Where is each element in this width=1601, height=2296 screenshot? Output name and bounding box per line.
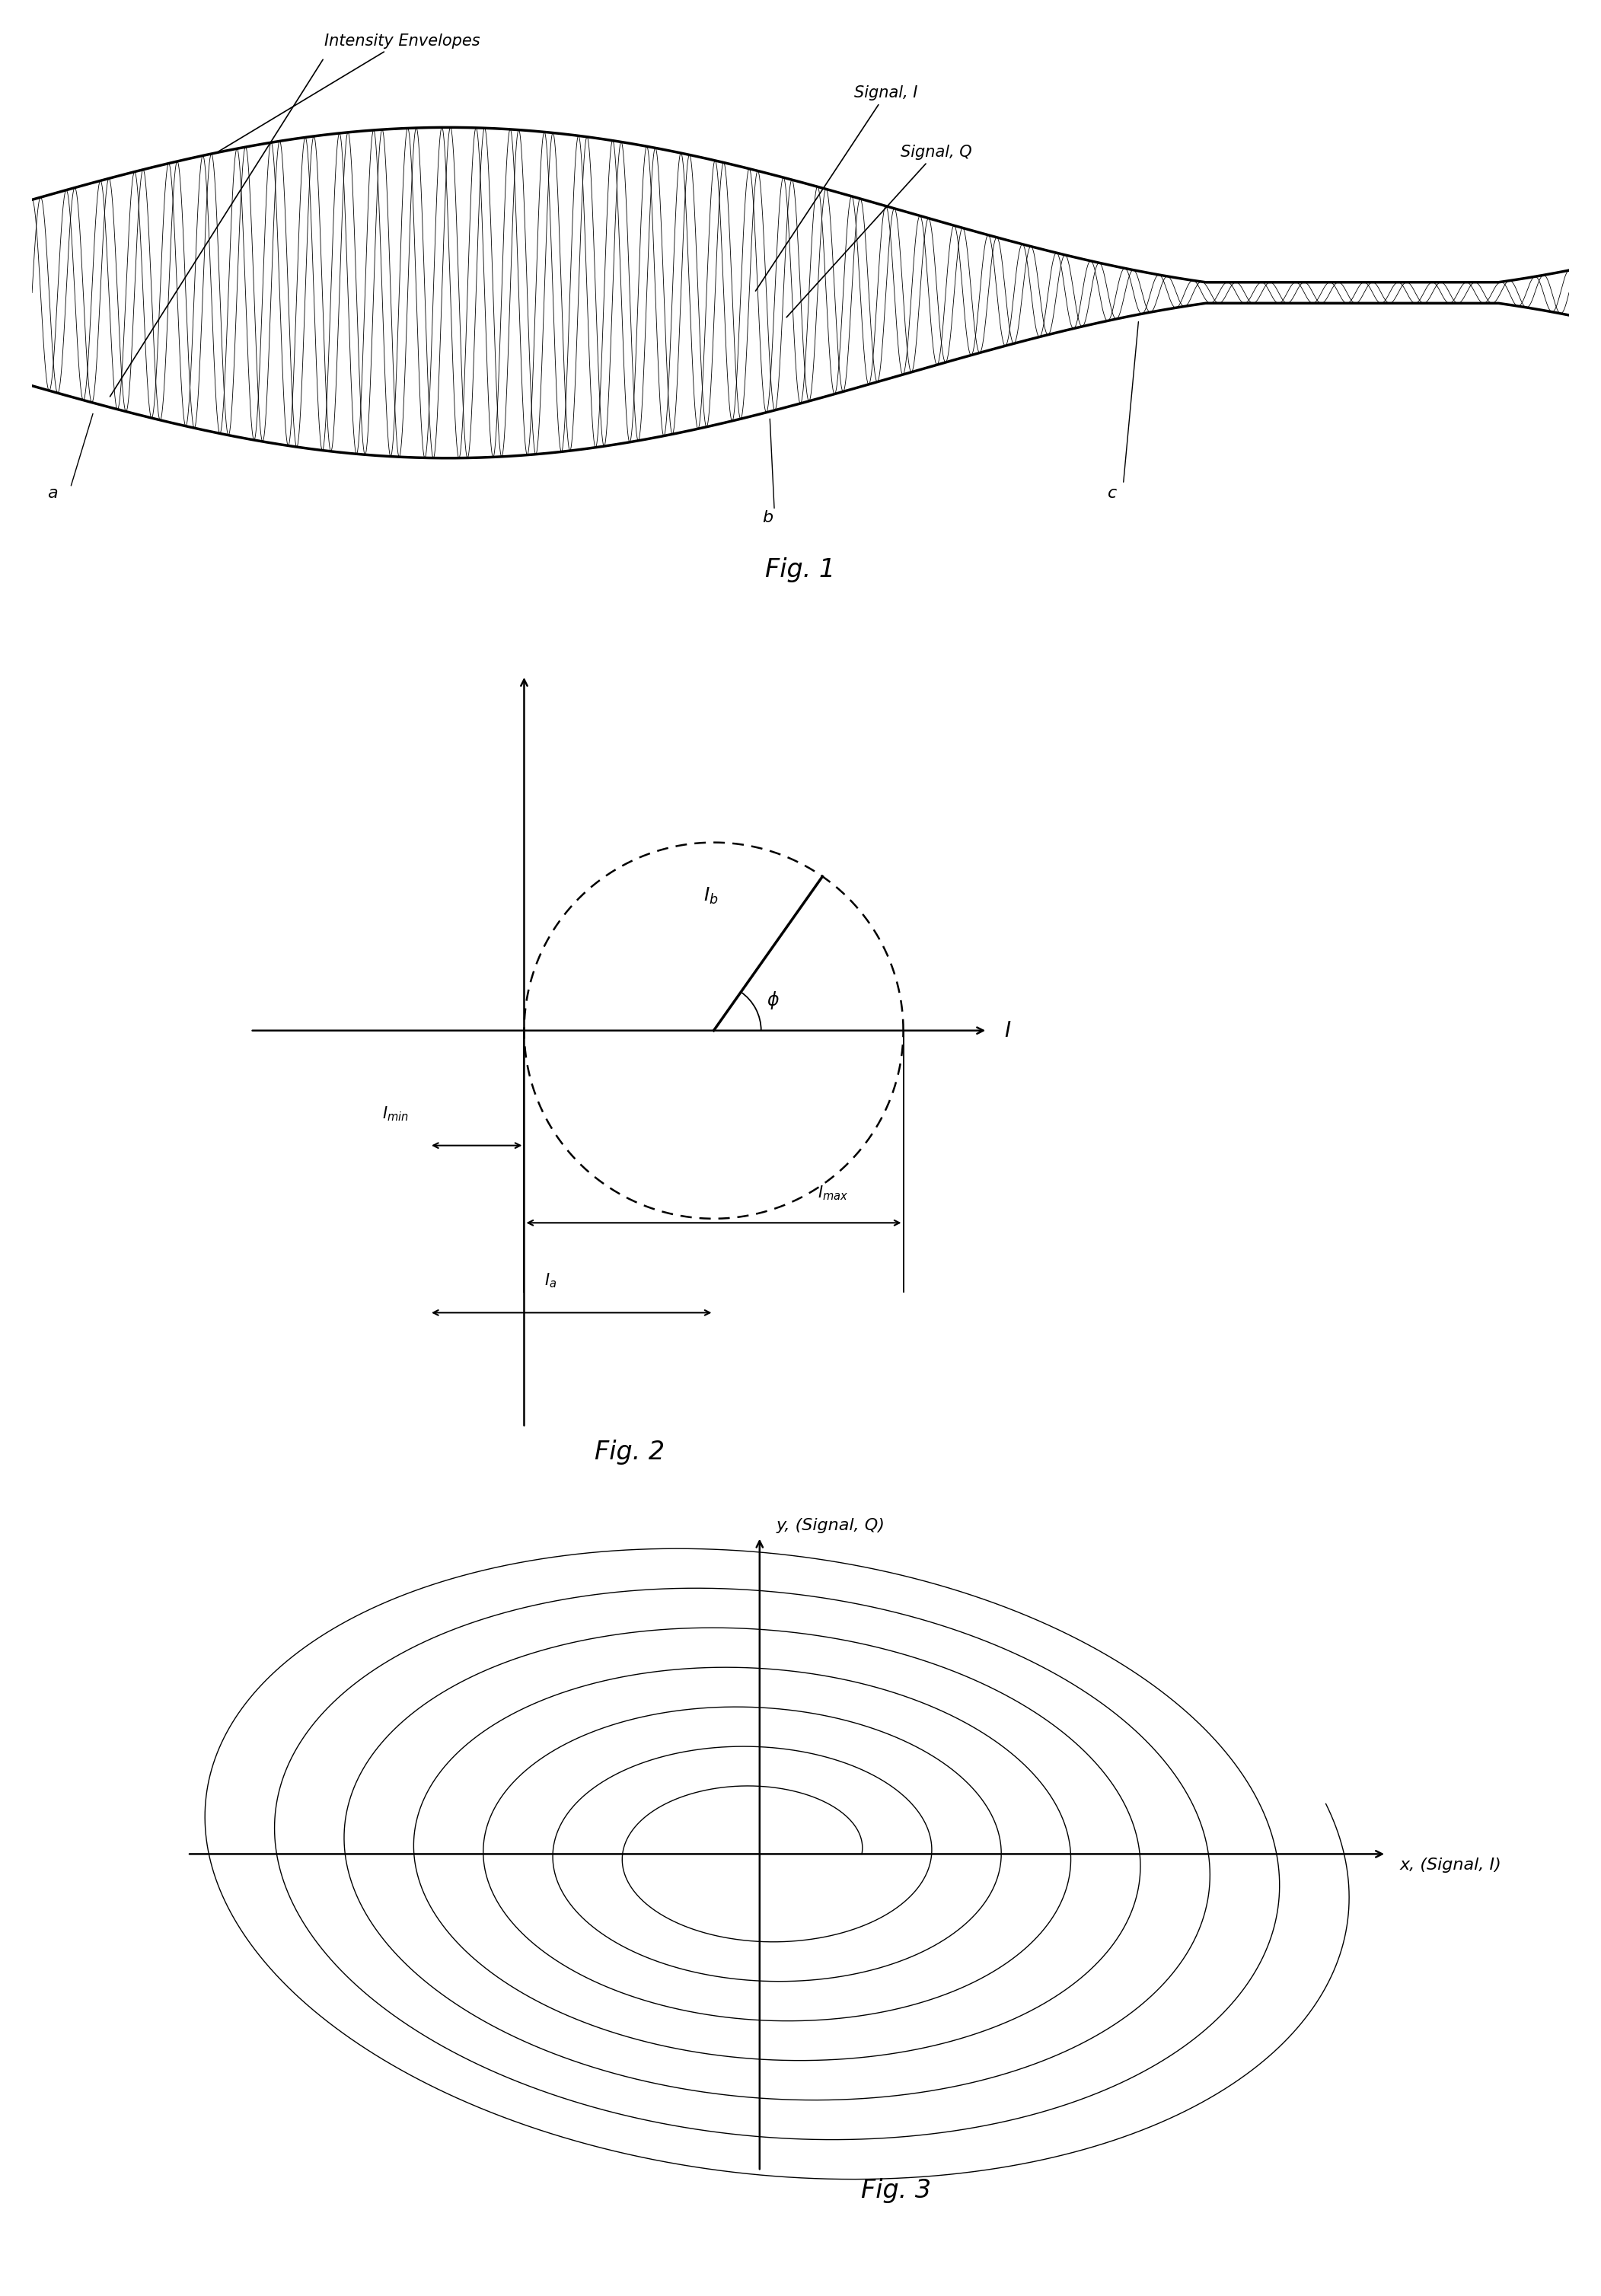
Text: $I_{min}$: $I_{min}$ [381, 1104, 408, 1123]
Text: Intensity Envelopes: Intensity Envelopes [218, 34, 480, 152]
Text: x, (Signal, I): x, (Signal, I) [1399, 1857, 1502, 1874]
Text: $\phi$: $\phi$ [767, 990, 780, 1010]
Text: Fig. 1: Fig. 1 [765, 558, 836, 583]
Text: I: I [1004, 1019, 1010, 1040]
Text: b: b [762, 510, 773, 526]
Text: Fig. 2: Fig. 2 [594, 1440, 664, 1465]
Text: Signal, Q: Signal, Q [786, 145, 972, 317]
Text: a: a [48, 487, 58, 501]
Text: Fig. 3: Fig. 3 [861, 2179, 930, 2204]
Text: y, (Signal, Q): y, (Signal, Q) [776, 1518, 885, 1534]
Text: $I_{max}$: $I_{max}$ [818, 1185, 849, 1203]
Text: Signal, I: Signal, I [756, 85, 917, 292]
Text: $I_b$: $I_b$ [703, 886, 719, 905]
Text: c: c [1108, 487, 1117, 501]
Text: $I_a$: $I_a$ [544, 1272, 557, 1290]
